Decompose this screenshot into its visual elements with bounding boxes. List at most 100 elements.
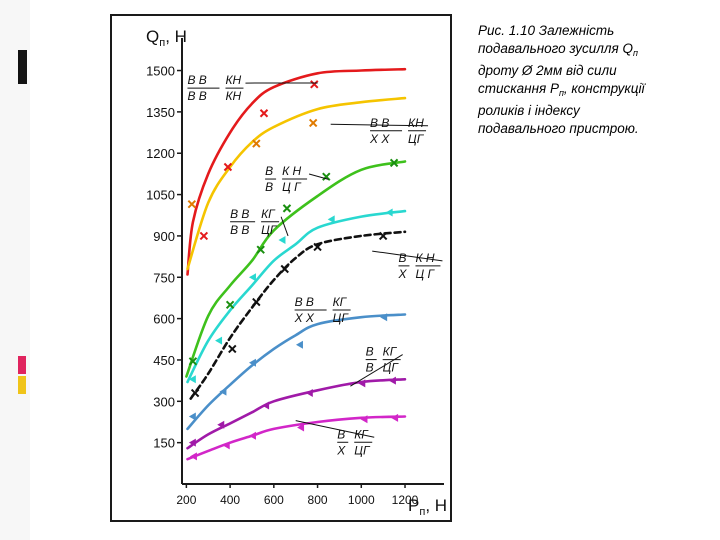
annotation-numerator: КН (225, 73, 241, 87)
y-tick-label: 450 (153, 353, 175, 368)
annotation-leader-line (350, 354, 403, 387)
data-point-triangle-marker (248, 431, 256, 440)
data-point-x-marker (322, 172, 331, 181)
data-point-x-marker (252, 139, 261, 148)
x-tick-label: 1000 (348, 493, 375, 507)
y-tick-label: 600 (153, 312, 175, 327)
annotation-denominator: Х Х (294, 311, 315, 325)
data-point-triangle-marker (327, 215, 335, 224)
annotation-numerator: В (398, 251, 406, 265)
curve-annotation-1: В В В В КН КН (187, 73, 318, 103)
chart-markers (187, 80, 399, 461)
caption-line: стискання Рп, конструкції (478, 81, 645, 98)
series-line-7 (186, 378, 407, 450)
slide-deco-bar-red (18, 356, 26, 374)
slide-deco-bar-yellow (18, 376, 26, 394)
data-point-triangle-marker (305, 389, 313, 398)
annotation-numerator: КГ (333, 295, 348, 309)
data-point-triangle-marker (380, 313, 388, 322)
annotation-denominator: Ц Г (282, 180, 302, 194)
data-point-x-marker (389, 158, 399, 168)
data-point-x-marker (310, 80, 319, 89)
data-point-triangle-marker (188, 412, 196, 421)
data-point-triangle-marker (189, 452, 197, 461)
data-point-x-marker (378, 231, 388, 241)
data-point-triangle-marker (219, 387, 227, 396)
annotation-denominator: ЦГ (354, 443, 371, 457)
y-tick-label: 300 (153, 394, 175, 409)
x-tick-label: 400 (220, 493, 240, 507)
annotation-numerator: В В (230, 207, 249, 221)
y-tick-label: 1050 (146, 188, 175, 203)
figure-caption: Рис. 1.10 Залежність подавального зусилл… (478, 22, 708, 138)
data-point-x-marker (225, 300, 235, 310)
x-tick-label: 200 (176, 493, 196, 507)
annotation-denominator: В В (187, 89, 206, 103)
x-tick-label: 600 (264, 493, 284, 507)
data-point-triangle-marker (217, 420, 225, 429)
annotation-leader-line (308, 173, 329, 180)
slide-deco-bar-black (18, 50, 27, 84)
data-point-x-marker (188, 357, 198, 366)
data-point-x-marker (282, 204, 292, 213)
annotation-denominator: Х (397, 267, 407, 281)
annotation-denominator: Х Х (369, 132, 390, 146)
data-point-triangle-marker (385, 208, 393, 217)
data-point-triangle-marker (358, 379, 366, 388)
caption-line: подавального пристрою. (478, 121, 639, 136)
data-point-x-marker (199, 231, 209, 241)
annotation-denominator: ЦГ (333, 311, 350, 325)
annotation-denominator: ЦГ (408, 132, 425, 146)
data-point-triangle-marker (188, 438, 196, 447)
x-tick-label: 1200 (392, 493, 419, 507)
caption-line: роликів і індексу (478, 103, 580, 118)
annotation-leader-line (330, 123, 429, 127)
data-point-triangle-marker (388, 376, 396, 385)
data-point-triangle-marker (360, 415, 368, 424)
data-point-triangle-marker (295, 340, 303, 349)
annotation-denominator: ЦГ (383, 361, 400, 375)
data-point-x-marker (256, 245, 265, 254)
slide-side-panel (0, 0, 30, 540)
annotation-denominator: В (366, 361, 374, 375)
y-tick-label: 750 (153, 270, 175, 285)
annotation-leader-line (280, 216, 289, 237)
data-point-triangle-marker (262, 401, 270, 410)
x-axis-label: Рп, Н (408, 496, 447, 518)
annotation-denominator: ЦГ (261, 223, 278, 237)
series-line-8 (186, 415, 407, 461)
y-axis-label: Qп, Н (146, 27, 187, 49)
curve-annotation-6: В В Х Х КГ ЦГ (294, 295, 351, 325)
annotation-numerator: В (337, 427, 345, 441)
annotation-denominator: Х (336, 443, 346, 457)
caption-line: дроту Ø 2мм від сили (478, 63, 617, 78)
annotation-leader-line (372, 250, 443, 262)
data-point-triangle-marker (188, 375, 196, 384)
curve-annotation-3: ВВ К Н Ц Г (265, 164, 329, 194)
data-point-x-marker (280, 264, 289, 274)
y-tick-label: 900 (153, 229, 175, 244)
chart-curves (185, 67, 407, 461)
y-tick-label: 1500 (146, 64, 175, 79)
y-tick-label: 1200 (146, 146, 175, 161)
annotation-numerator: В (265, 164, 273, 178)
data-point-triangle-marker (222, 441, 230, 450)
y-tick-label: 150 (153, 436, 175, 451)
series-line-5 (189, 230, 407, 400)
caption-line: Рис. 1.10 Залежність (478, 23, 615, 38)
data-point-x-marker (259, 109, 269, 118)
data-point-x-marker (190, 388, 200, 398)
chart-svg: 150 300 450 600 750 900 1050 1200 1350 1500 200 400… (110, 14, 452, 522)
x-tick-label: 800 (308, 493, 328, 507)
annotation-denominator: В (265, 180, 273, 194)
data-point-triangle-marker (278, 236, 286, 245)
curve-annotation-8: ВХКГЦГ (295, 420, 375, 457)
annotation-numerator: КГ (261, 207, 276, 221)
annotation-leader-line (295, 420, 375, 438)
caption-line: подавального зусилля Qп (478, 41, 638, 58)
series-line-4 (186, 209, 407, 384)
annotation-numerator: КН (408, 116, 424, 130)
annotation-numerator: В В (370, 116, 389, 130)
curve-annotation-2: В В Х Х КН ЦГ (330, 116, 429, 146)
